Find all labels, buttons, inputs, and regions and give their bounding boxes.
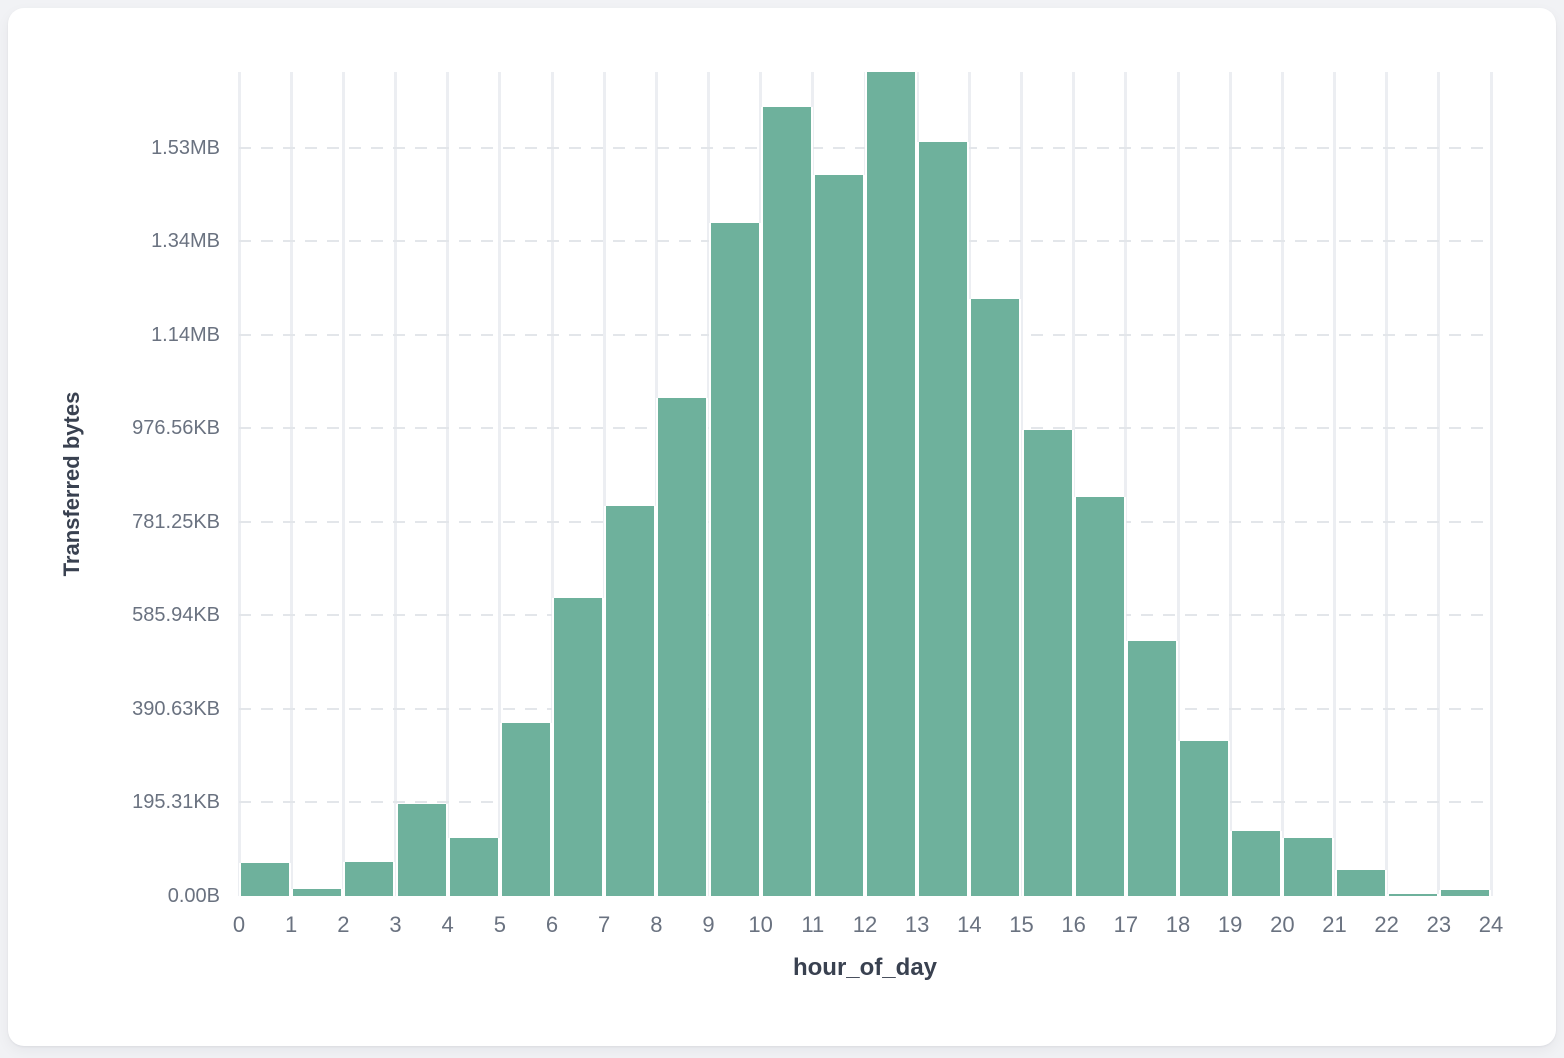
chart-card: 0.00B 195.31KB 390.63KB 585.94KB 781.25KB 976…: [8, 8, 1556, 1046]
x-tick-label: 0: [232, 912, 246, 937]
histogram-bar[interactable]: [656, 397, 709, 896]
x-tick-label: 22: [1374, 912, 1399, 937]
histogram-bar[interactable]: [760, 106, 813, 896]
x-tick-label: 3: [389, 912, 402, 937]
histogram-bar[interactable]: [447, 838, 500, 896]
vertical-gridline: [1385, 72, 1389, 896]
histogram-bar[interactable]: [1178, 740, 1231, 896]
x-tick-label: 12: [852, 912, 878, 937]
y-tick-label: 1.53MB: [151, 136, 220, 159]
x-tick-label: 5: [493, 912, 506, 937]
y-tick-label: 195.31KB: [132, 791, 220, 814]
histogram-bar[interactable]: [1386, 894, 1439, 896]
y-tick-label: 0.00B: [167, 885, 220, 907]
vertical-gridline: [1124, 72, 1128, 896]
histogram-bar[interactable]: [969, 299, 1022, 896]
vertical-gridline: [1489, 72, 1493, 896]
vertical-gridline: [341, 72, 345, 896]
y-axis-title: Transferred bytes: [59, 391, 84, 577]
y-tick-label: 1.14MB: [151, 323, 220, 346]
vertical-gridline: [1437, 72, 1441, 896]
x-tick-label: 14: [957, 912, 982, 937]
x-tick-label: 20: [1270, 912, 1295, 937]
vertical-gridline: [1176, 72, 1180, 896]
x-tick-label: 24: [1478, 912, 1504, 937]
histogram-bar[interactable]: [291, 889, 344, 896]
y-tick-label: 585.94KB: [132, 604, 220, 627]
x-axis-title: hour_of_day: [792, 954, 938, 981]
histogram-bar[interactable]: [395, 804, 448, 896]
vertical-gridline: [289, 72, 293, 896]
x-tick-label: 1: [285, 912, 298, 937]
x-tick-label: 19: [1217, 912, 1243, 937]
histogram-bar[interactable]: [1230, 831, 1283, 896]
histogram-bar[interactable]: [604, 505, 657, 896]
histogram-bar[interactable]: [1073, 496, 1126, 896]
histogram-bar[interactable]: [343, 861, 396, 896]
histogram-bar[interactable]: [499, 722, 552, 896]
vertical-gridline: [1280, 72, 1284, 896]
histogram-bar[interactable]: [865, 72, 918, 896]
x-tick-label: 10: [748, 912, 773, 937]
histogram-bar[interactable]: [552, 597, 605, 896]
histogram-bar[interactable]: [239, 862, 292, 896]
histogram-bar[interactable]: [708, 222, 761, 896]
y-tick-label: 1.34MB: [151, 230, 220, 253]
x-tick-label: 18: [1165, 912, 1191, 937]
histogram-bar[interactable]: [1125, 640, 1178, 896]
vertical-gridline: [602, 72, 606, 896]
vertical-gridline: [1333, 72, 1336, 896]
x-tick-label: 13: [904, 912, 930, 937]
vertical-gridline: [550, 72, 554, 896]
vertical-gridline: [1072, 72, 1076, 896]
vertical-gridline: [1228, 72, 1232, 896]
x-tick-label: 6: [545, 912, 559, 937]
vertical-gridline: [498, 72, 502, 896]
vertical-gridline: [446, 72, 450, 896]
y-tick-label: 781.25KB: [132, 510, 220, 533]
histogram-bar[interactable]: [917, 141, 970, 896]
x-tick-label: 2: [337, 912, 350, 937]
histogram-bar[interactable]: [1021, 430, 1074, 896]
histogram-bar[interactable]: [1334, 869, 1387, 896]
histogram-bar[interactable]: [1282, 838, 1335, 896]
x-tick-label: 8: [650, 912, 663, 937]
x-tick-label: 4: [441, 912, 454, 937]
histogram-bar[interactable]: [1438, 889, 1491, 896]
vertical-gridline: [237, 72, 241, 896]
x-tick-label: 21: [1322, 912, 1347, 937]
x-tick-label: 7: [598, 912, 611, 937]
plot-area: [237, 72, 1493, 896]
x-tick-label: 17: [1113, 912, 1139, 937]
y-tick-label: 976.56KB: [132, 417, 220, 440]
vertical-gridline: [394, 72, 397, 896]
x-tick-label: 23: [1426, 912, 1452, 937]
x-tick-label: 15: [1009, 912, 1034, 937]
x-tick-label: 9: [702, 912, 715, 937]
histogram-bar[interactable]: [812, 175, 865, 896]
x-tick-label: 11: [801, 912, 825, 937]
y-tick-label: 390.63KB: [132, 697, 220, 720]
x-tick-label: 16: [1061, 912, 1086, 937]
